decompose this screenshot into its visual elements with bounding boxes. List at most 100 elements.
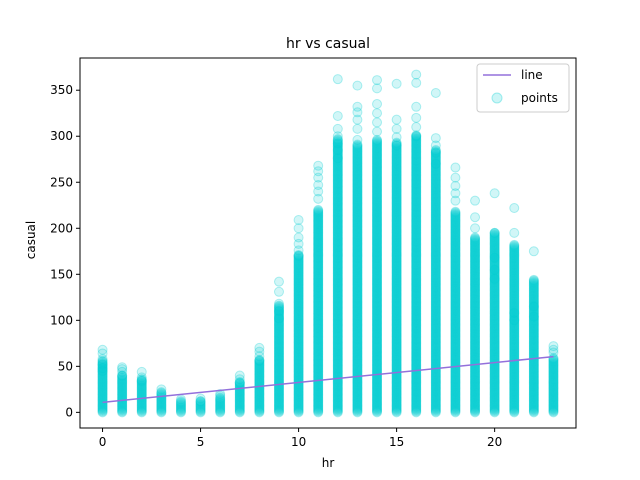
data-point — [97, 359, 108, 370]
data-point — [273, 302, 284, 313]
data-point — [156, 401, 167, 412]
data-point — [273, 363, 284, 374]
data-point — [117, 370, 128, 381]
data-point — [254, 388, 265, 399]
data-point — [293, 352, 304, 363]
data-point — [97, 382, 108, 393]
data-point — [293, 330, 304, 341]
data-point — [293, 349, 304, 360]
data-point — [293, 295, 304, 306]
data-point — [293, 313, 304, 324]
data-point — [273, 307, 284, 318]
data-point — [293, 297, 304, 308]
point-column — [136, 366, 147, 418]
data-point — [254, 376, 265, 387]
data-point — [234, 379, 245, 390]
data-point — [293, 407, 304, 418]
data-point — [273, 352, 284, 363]
data-point — [273, 310, 284, 321]
data-point — [273, 286, 284, 297]
data-point — [293, 386, 304, 397]
data-point — [97, 405, 108, 416]
data-point — [273, 333, 284, 344]
data-point — [254, 370, 265, 381]
data-point — [97, 385, 108, 396]
data-point — [489, 252, 500, 263]
data-point — [156, 398, 167, 409]
data-point — [293, 333, 304, 344]
data-point — [254, 357, 265, 368]
y-tick-label: 150 — [50, 267, 73, 281]
data-point — [97, 360, 108, 371]
data-point — [254, 366, 265, 377]
data-point — [273, 400, 284, 411]
data-point — [273, 311, 284, 322]
data-point — [254, 375, 265, 386]
data-point — [273, 334, 284, 345]
data-point — [293, 339, 304, 350]
data-point — [97, 388, 108, 399]
y-axis-label: casual — [24, 221, 38, 260]
data-point — [273, 309, 284, 320]
data-point — [293, 403, 304, 414]
data-point — [175, 398, 186, 409]
data-point — [156, 399, 167, 410]
data-point — [273, 386, 284, 397]
data-point — [293, 279, 304, 290]
data-point — [254, 387, 265, 398]
data-point — [273, 322, 284, 333]
data-point — [117, 377, 128, 388]
data-point — [509, 203, 520, 214]
data-point — [156, 399, 167, 410]
data-point — [254, 394, 265, 405]
x-tick-label: 15 — [389, 435, 404, 449]
data-point — [293, 330, 304, 341]
data-point — [97, 344, 108, 355]
legend: line points — [476, 63, 570, 113]
data-point — [97, 393, 108, 404]
data-point — [293, 335, 304, 346]
data-point — [293, 338, 304, 349]
data-point — [234, 404, 245, 415]
data-point — [332, 110, 343, 121]
data-point — [273, 371, 284, 382]
data-point — [254, 404, 265, 415]
data-point — [293, 389, 304, 400]
data-point — [450, 195, 461, 206]
data-point — [156, 406, 167, 417]
data-point — [391, 140, 402, 151]
data-point — [234, 399, 245, 410]
data-point — [273, 385, 284, 396]
data-point — [254, 364, 265, 375]
y-tick-label: 300 — [50, 129, 73, 143]
data-point — [273, 324, 284, 335]
data-point — [117, 405, 128, 416]
data-point — [97, 386, 108, 397]
data-point — [273, 304, 284, 315]
data-point — [293, 387, 304, 398]
data-point — [97, 362, 108, 373]
data-point — [293, 277, 304, 288]
data-point — [254, 363, 265, 374]
data-point — [293, 327, 304, 338]
data-point — [293, 364, 304, 375]
x-tick-label: 20 — [487, 435, 502, 449]
data-point — [293, 299, 304, 310]
data-point — [97, 391, 108, 402]
data-point — [156, 384, 167, 395]
data-point — [293, 287, 304, 298]
data-point — [136, 377, 147, 388]
data-point — [273, 306, 284, 317]
data-point — [254, 358, 265, 369]
data-point — [293, 275, 304, 286]
data-point — [293, 319, 304, 330]
data-point — [273, 356, 284, 367]
data-point — [97, 367, 108, 378]
y-tick-label: 50 — [58, 359, 73, 373]
data-point — [293, 284, 304, 295]
data-point — [254, 399, 265, 410]
data-point — [293, 280, 304, 291]
data-point — [273, 350, 284, 361]
data-point — [372, 75, 383, 86]
data-point — [117, 364, 128, 375]
